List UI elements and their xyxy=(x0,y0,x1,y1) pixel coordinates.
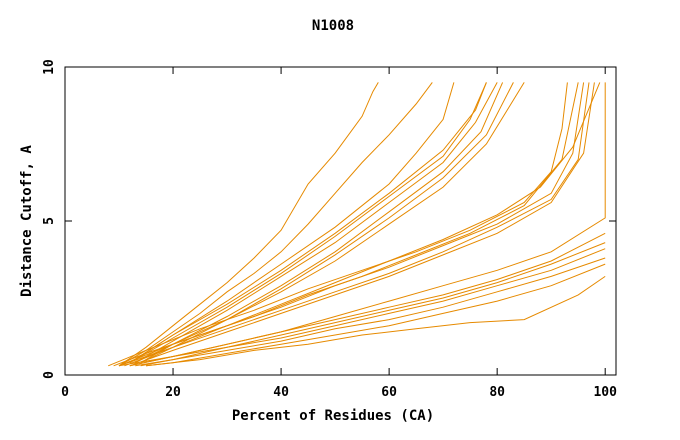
y-tick-label-5: 5 xyxy=(42,217,57,225)
series-line-13 xyxy=(124,82,590,367)
series-line-4 xyxy=(129,82,487,364)
x-tick-label-80: 80 xyxy=(489,385,505,400)
x-axis-title: Percent of Residues (CA) xyxy=(232,408,434,424)
x-tick-label-20: 20 xyxy=(165,385,181,400)
series-line-14 xyxy=(129,82,595,367)
series-line-3 xyxy=(129,82,455,364)
series-line-1 xyxy=(118,82,379,367)
series-line-7 xyxy=(140,82,514,364)
series-group xyxy=(108,82,606,367)
plot-frame xyxy=(64,66,617,376)
series-line-17 xyxy=(129,242,606,367)
series-line-18 xyxy=(135,248,606,367)
axes: 0 20 40 60 80 100 0 5 10 xyxy=(42,59,617,400)
x-tick-label-0: 0 xyxy=(61,385,69,400)
series-line-20 xyxy=(145,263,606,367)
x-tick-label-60: 60 xyxy=(381,385,397,400)
y-tick-label-0: 0 xyxy=(42,371,57,379)
x-tick-label-100: 100 xyxy=(593,385,617,400)
series-line-6 xyxy=(134,82,504,364)
series-line-16 xyxy=(118,232,606,367)
series-line-21 xyxy=(145,275,606,367)
series-line-9 xyxy=(129,82,487,364)
x-tick-label-40: 40 xyxy=(273,385,289,400)
series-line-5 xyxy=(134,82,498,364)
series-line-12 xyxy=(118,82,585,367)
series-line-22 xyxy=(129,82,606,367)
series-line-19 xyxy=(140,257,606,367)
series-line-2 xyxy=(118,82,433,367)
y-axis-title: Distance Cutoff, A xyxy=(19,145,35,297)
chart-title: N1008 xyxy=(312,18,354,34)
y-tick-label-10: 10 xyxy=(42,59,57,75)
series-line-15 xyxy=(118,82,601,367)
